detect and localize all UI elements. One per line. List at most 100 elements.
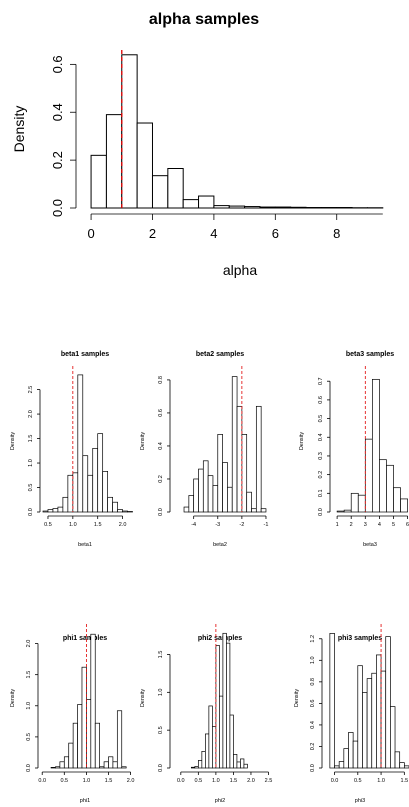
y-tick-label: 0.0 [310,764,316,772]
x-tick-label: 4 [210,226,217,241]
histogram-bar [274,206,292,209]
y-axis-label: Density [294,689,300,708]
histogram-bar [50,767,56,769]
histogram-bar [231,376,238,513]
x-tick-label: 1 [336,522,339,528]
x-tick-label: -3 [215,522,220,528]
histogram-bar [207,475,214,513]
chart-title: beta2 samples [196,351,244,358]
histogram-bar [112,501,118,513]
y-tick-label: 0.0 [318,508,324,516]
histogram-bar [103,761,109,769]
x-tick-label: 6 [406,522,409,528]
histogram-bar [42,510,49,513]
histogram-bar [167,168,184,209]
x-tick-label: 2.0 [119,522,127,528]
histogram-bar [99,766,105,769]
x-tick-label: 1.5 [94,522,102,528]
x-tick-label: 5 [392,522,395,528]
histogram-bar [233,754,238,769]
histogram-bar [236,405,243,513]
y-tick-label: 0.0 [26,764,32,772]
x-tick-label: 0.5 [195,778,203,784]
histogram-bar [62,496,69,513]
histogram-bar [121,54,138,209]
chart-title: beta3 samples [346,351,394,358]
histogram-bar [117,509,123,513]
y-tick-label: 0.5 [26,733,32,741]
y-axis-label: Density [140,432,146,451]
histogram-bar [251,508,257,513]
x-tick-label: 0 [87,226,94,241]
y-tick-label: 0.5 [28,484,34,492]
histogram-phi1: phi1 samples 0.0 0.5 1.0 1.5 2.0 0.0 0.5 1.0 1.5 2… [10,624,134,804]
histogram-bar [255,405,262,513]
histogram-bar [77,374,84,513]
chart-title: beta1 samples [61,351,109,358]
histogram-beta2: beta2 samples -4 -3 -2 -1 0.0 0.2 0.4 0.6 0.8 beta… [140,351,268,548]
histogram-bar [357,494,366,513]
histogram-bar [329,633,335,769]
histogram-bar [67,474,74,513]
histogram-bar [136,122,153,209]
histogram-bar [246,491,252,513]
x-tick-label: 1.0 [212,778,220,784]
histogram-bar [259,206,276,209]
histogram-bar [183,506,190,513]
x-tick-label: -1 [264,522,269,528]
histogram-bar [82,455,89,513]
x-axis-label: beta3 [363,542,377,548]
histogram-bar [87,474,94,513]
y-tick-label: 0.5 [318,415,324,423]
histogram-bar [399,762,405,769]
histogram-bar [343,509,352,513]
x-tick-label: 2.0 [247,778,255,784]
histogram-bar [122,510,128,513]
histogram-bar [116,710,123,769]
y-tick-label: 1.0 [26,702,32,710]
histogram-bar [47,509,54,513]
y-axis-label: Density [140,689,146,708]
y-tick-label: 1.0 [28,459,34,467]
histogram-bar [198,468,204,513]
y-tick-label: 0.8 [310,678,316,686]
histogram-bar [336,510,345,513]
y-axis-label: Density [10,689,16,708]
y-tick-label: 0.2 [310,743,316,751]
histogram-bar [338,761,345,769]
y-tick-label: 0.6 [50,55,65,73]
chart-title: phi1 samples [63,635,107,642]
histogram-bar [68,742,74,769]
histogram-bar [193,478,199,513]
y-axis-label: Density [11,106,27,153]
x-axis-label: beta1 [78,542,92,548]
y-tick-label: 1.2 [310,635,316,643]
y-tick-label: 0.0 [158,508,164,516]
histogram-bar [362,692,368,769]
y-tick-label: 0.2 [318,471,324,479]
x-axis-label: phi3 [355,798,365,804]
y-tick-label: 0.6 [158,409,164,417]
y-tick-label: 1.0 [310,656,316,664]
x-tick-label: 1.5 [401,778,409,784]
histogram-bar [393,487,401,513]
histogram-bar [394,751,401,769]
x-tick-label: 4 [378,522,381,528]
histogram-bar [403,765,409,769]
histogram-bar [226,642,231,769]
y-axis-label: Density [10,432,16,451]
y-tick-label: 0.4 [310,721,316,729]
x-tick-label: 0.5 [354,778,362,784]
histogram-bar [334,765,340,769]
x-tick-label: 1.5 [230,778,238,784]
histogram-phi2: phi2 samples 0.0 0.5 1.0 1.5 2.0 2.5 0.0 0.5 1.0 1… [140,624,272,804]
histogram-bar [260,508,267,513]
y-tick-label: 0.2 [50,151,65,169]
histogram-bar [72,722,78,769]
histogram-bar [212,485,219,513]
x-tick-label: 6 [272,226,279,241]
x-axis-label: phi2 [215,798,225,804]
histogram-bar [228,205,246,209]
y-tick-label: 2.5 [28,386,34,394]
